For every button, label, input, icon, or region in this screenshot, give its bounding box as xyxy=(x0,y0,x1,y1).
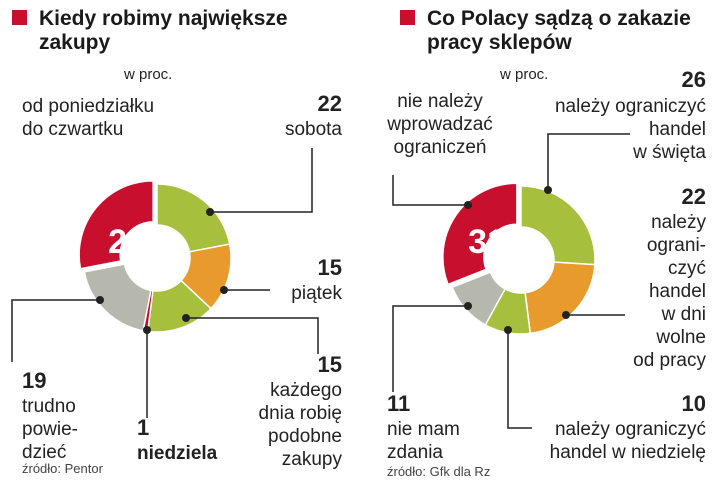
right-value-ogr: 31 xyxy=(468,223,506,261)
right-label-ndz-line-1: należy ograniczyć xyxy=(555,419,706,440)
left-value-nie: 1 xyxy=(137,415,149,440)
left-slice-sob xyxy=(156,183,231,253)
right-title-marker xyxy=(400,10,415,25)
right-slice-ogr xyxy=(442,182,518,286)
left-value-pia: 15 xyxy=(318,255,342,280)
right-title-line-1: Co Polacy sądzą o zakazie xyxy=(427,7,691,30)
left-label-pon-line-1: od poniedziałku xyxy=(22,96,154,117)
left-value-tru: 19 xyxy=(22,368,46,393)
left-slice-tru xyxy=(83,263,152,332)
right-label-ogr-line-1: nie należy xyxy=(397,91,483,112)
left-title-marker xyxy=(12,10,27,25)
right-leader-swi-dot xyxy=(544,186,552,194)
right-label-zda-line-2: zdania xyxy=(387,442,443,463)
right-source: źródło: Gfk dla Rz xyxy=(387,464,490,479)
left-leader-tru xyxy=(11,299,100,362)
left-label-nie: niedziela xyxy=(137,443,218,464)
left-title-line-1: Kiedy robimy największe xyxy=(39,7,288,30)
left-label-kaz-line-1: każdego xyxy=(270,380,342,401)
left-label-tru-line-1: trudno xyxy=(22,396,76,417)
left-label-kaz-line-3: podobne xyxy=(268,426,342,447)
left-value-sob: 22 xyxy=(318,91,342,116)
right-value-ndz: 10 xyxy=(682,391,706,416)
left-value-pon: 28 xyxy=(108,223,146,261)
right-label-dni-line-6: wolne xyxy=(655,327,706,348)
right-leader-dni-dot xyxy=(562,311,570,319)
right-label-ogr-line-3: ograniczeń xyxy=(394,137,487,158)
left-leader-sob xyxy=(210,148,313,213)
right-slice-swi xyxy=(520,185,596,266)
right-leader-zda-dot xyxy=(464,302,472,310)
right-label-zda-line-1: nie mam xyxy=(387,419,460,440)
right-label-dni-line-3: czyć xyxy=(668,258,706,279)
left-label-tru-line-3: dzieć xyxy=(22,442,66,463)
left-label-sob: sobota xyxy=(285,119,342,140)
right-value-dni: 22 xyxy=(682,184,706,209)
right-label-swi-line-2: handel xyxy=(649,119,706,140)
right-leader-ndz-dot xyxy=(504,326,512,334)
left-label-pon-line-2: do czwartku xyxy=(22,119,123,140)
left-title-line-2: zakupy xyxy=(39,31,111,54)
left-slice-pon xyxy=(78,180,154,270)
right-label-ndz-line-2: handel w niedzielę xyxy=(550,442,706,463)
right-unit: w proc. xyxy=(499,66,548,83)
left-source: źródło: Pentor xyxy=(22,461,104,476)
right-label-swi-line-3: w święta xyxy=(632,142,706,163)
left-leader-kaz-dot xyxy=(182,314,190,322)
left-label-kaz-line-4: zakupy xyxy=(282,449,343,470)
left-leader-nie-dot xyxy=(143,326,151,334)
right-label-dni-line-1: należy xyxy=(651,212,706,233)
right-leader-ogr xyxy=(392,175,468,206)
right-label-dni-line-5: w dni xyxy=(661,304,706,325)
right-label-ogr-line-2: wprowadzać xyxy=(386,114,493,135)
left-leader-kaz xyxy=(186,317,319,354)
right-leader-ndz xyxy=(507,330,532,429)
left-unit: w proc. xyxy=(123,66,172,83)
right-label-dni-line-4: handel xyxy=(649,281,706,302)
right-label-swi-line-1: należy ograniczyć xyxy=(555,96,706,117)
left-value-kaz: 15 xyxy=(318,352,342,377)
right-slice-dni xyxy=(524,261,596,335)
left-label-tru-line-2: powie- xyxy=(22,419,78,440)
right-value-swi: 26 xyxy=(682,67,706,92)
right-slice-zda xyxy=(451,271,507,326)
right-value-zda: 11 xyxy=(387,391,410,416)
left-label-kaz-line-2: dnia robię xyxy=(259,403,342,424)
left-leader-tru-dot xyxy=(96,296,104,304)
right-title-line-2: pracy sklepów xyxy=(427,31,572,54)
right-leader-ogr-dot xyxy=(464,201,472,209)
left-label-pia: piątek xyxy=(291,283,342,304)
right-label-dni-line-2: ograni- xyxy=(647,235,706,256)
right-leader-swi xyxy=(547,133,630,190)
left-leader-sob-dot xyxy=(206,208,214,216)
right-leader-zda xyxy=(392,305,468,392)
right-label-dni-line-7: od pracy xyxy=(633,350,706,371)
left-leader-pia-dot xyxy=(220,286,228,294)
